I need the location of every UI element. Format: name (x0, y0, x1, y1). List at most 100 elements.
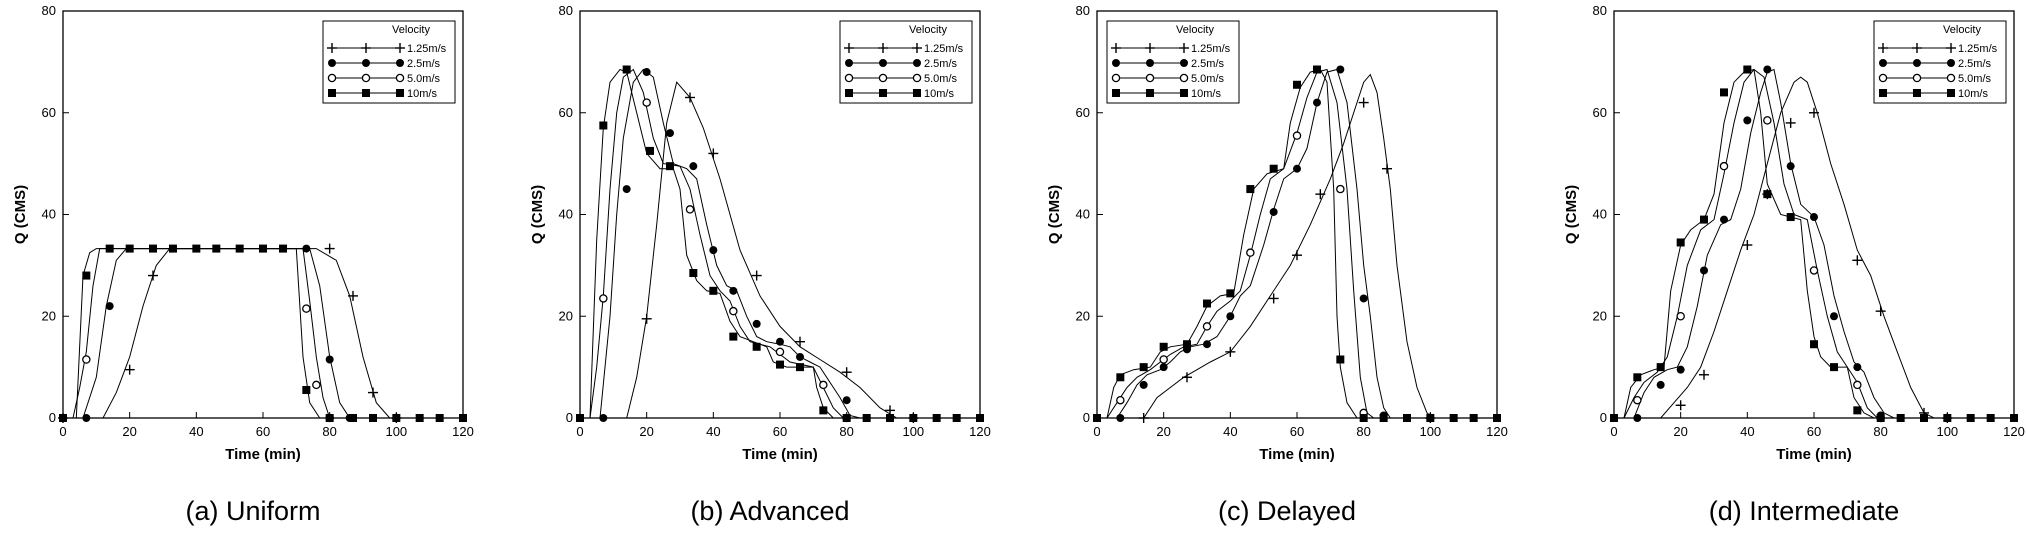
legend-swatch-marker (1878, 73, 1888, 83)
data-point (1633, 373, 1642, 382)
data-point (666, 129, 674, 138)
legend-swatch-marker (1946, 43, 1956, 53)
data-point (1203, 299, 1211, 308)
data-point (841, 367, 852, 378)
data-point (842, 414, 851, 422)
legend-swatch-marker (1146, 59, 1154, 67)
data-point (1292, 250, 1302, 261)
data-point (259, 244, 267, 253)
legend-entry: 10m/s (1879, 88, 1988, 100)
chart-panel-2: 0 20 40 60 80 100 120 0 20 40 60 80 Time (min) Q (CMS… (1046, 3, 1508, 526)
data-point (1269, 164, 1278, 173)
data-point (368, 387, 378, 398)
data-point (1116, 414, 1125, 422)
legend-entry: 10m/s (1112, 88, 1221, 100)
legend-label: 10m/s (1958, 88, 1988, 100)
data-point (279, 244, 287, 253)
legend-swatch-marker (912, 43, 922, 53)
legend-swatch-marker (1913, 59, 1921, 67)
data-point (1359, 294, 1368, 303)
legend-entry: 1.25m/s (1878, 43, 1998, 55)
x-tick-label: 80 (1356, 424, 1370, 439)
y-tick-label: 0 (566, 410, 573, 425)
legend-swatch-marker (1879, 59, 1887, 67)
data-point (82, 271, 91, 280)
data-point (1676, 238, 1685, 247)
data-point (1246, 248, 1255, 257)
data-point (235, 244, 244, 253)
data-point (1656, 380, 1665, 389)
data-point (1203, 340, 1211, 349)
legend-swatch-marker (1913, 89, 1921, 97)
data-point (1742, 240, 1753, 251)
y-tick-label: 0 (1083, 410, 1090, 425)
data-point (622, 65, 631, 74)
data-point (169, 244, 177, 253)
x-tick-label: 20 (639, 424, 653, 439)
y-tick-label: 20 (42, 308, 56, 323)
data-point (842, 396, 851, 405)
data-point (1809, 266, 1819, 275)
legend-swatch-marker (1111, 73, 1121, 83)
legend-label: 2.5m/s (924, 58, 958, 70)
legend-swatch-marker (361, 43, 371, 53)
legend-swatch-marker (913, 59, 921, 67)
legend-swatch-marker (1112, 59, 1120, 67)
data-point (1116, 395, 1125, 405)
panel-caption: (b) Advanced (690, 496, 849, 526)
data-point (709, 246, 718, 255)
x-tick-label: 60 (773, 424, 787, 439)
legend-swatch-marker (1111, 43, 1121, 53)
data-point (642, 98, 651, 107)
legend-label: 5.0m/s (407, 73, 441, 85)
data-point (576, 414, 584, 422)
data-point (1246, 185, 1255, 194)
legend-swatch-marker (361, 73, 371, 83)
x-tick-label: 0 (1093, 424, 1100, 439)
x-tick-label: 100 (1419, 424, 1441, 439)
series-filled-square (1610, 65, 2018, 422)
data-point (1853, 380, 1862, 390)
data-point (1853, 406, 1862, 415)
data-point (642, 68, 651, 77)
series-line (1614, 68, 2014, 419)
data-point (1610, 414, 1618, 422)
data-point (862, 414, 871, 422)
data-point (369, 414, 377, 422)
series-line (1097, 68, 1497, 419)
series-line (63, 248, 463, 419)
y-tick-label: 20 (1076, 308, 1090, 323)
legend-title: Velocity (909, 24, 947, 36)
data-point (1469, 414, 1478, 422)
data-point (324, 243, 335, 254)
data-point (1719, 161, 1729, 171)
data-point (1633, 395, 1642, 405)
legend-swatch-marker (878, 43, 888, 53)
y-tick-label: 80 (559, 3, 573, 18)
x-tick-label: 20 (122, 424, 136, 439)
data-point (932, 414, 941, 422)
legend-box (322, 20, 456, 104)
x-axis-title: Time (min) (742, 446, 818, 463)
y-axis-title: Q (CMS) (1563, 185, 1580, 244)
x-tick-label: 100 (385, 424, 407, 439)
data-point (1116, 373, 1125, 382)
data-point (59, 414, 67, 422)
legend-entry: 10m/s (328, 88, 437, 100)
legend-title: Velocity (1943, 24, 1981, 36)
data-point (1656, 363, 1665, 372)
data-point (1293, 164, 1301, 173)
data-point (1182, 372, 1192, 383)
data-point (1830, 312, 1838, 321)
x-tick-label: 60 (1807, 424, 1821, 439)
legend-swatch-marker (1179, 73, 1189, 83)
panel-caption: (c) Delayed (1218, 496, 1356, 526)
legend-swatch-marker (362, 89, 370, 97)
data-point (82, 355, 91, 364)
data-point (599, 121, 608, 130)
data-point (1830, 363, 1838, 372)
data-point (1379, 414, 1388, 422)
data-point (1986, 414, 1995, 422)
x-tick-label: 60 (256, 424, 270, 439)
legend-entry: 5.0m/s (844, 73, 958, 85)
